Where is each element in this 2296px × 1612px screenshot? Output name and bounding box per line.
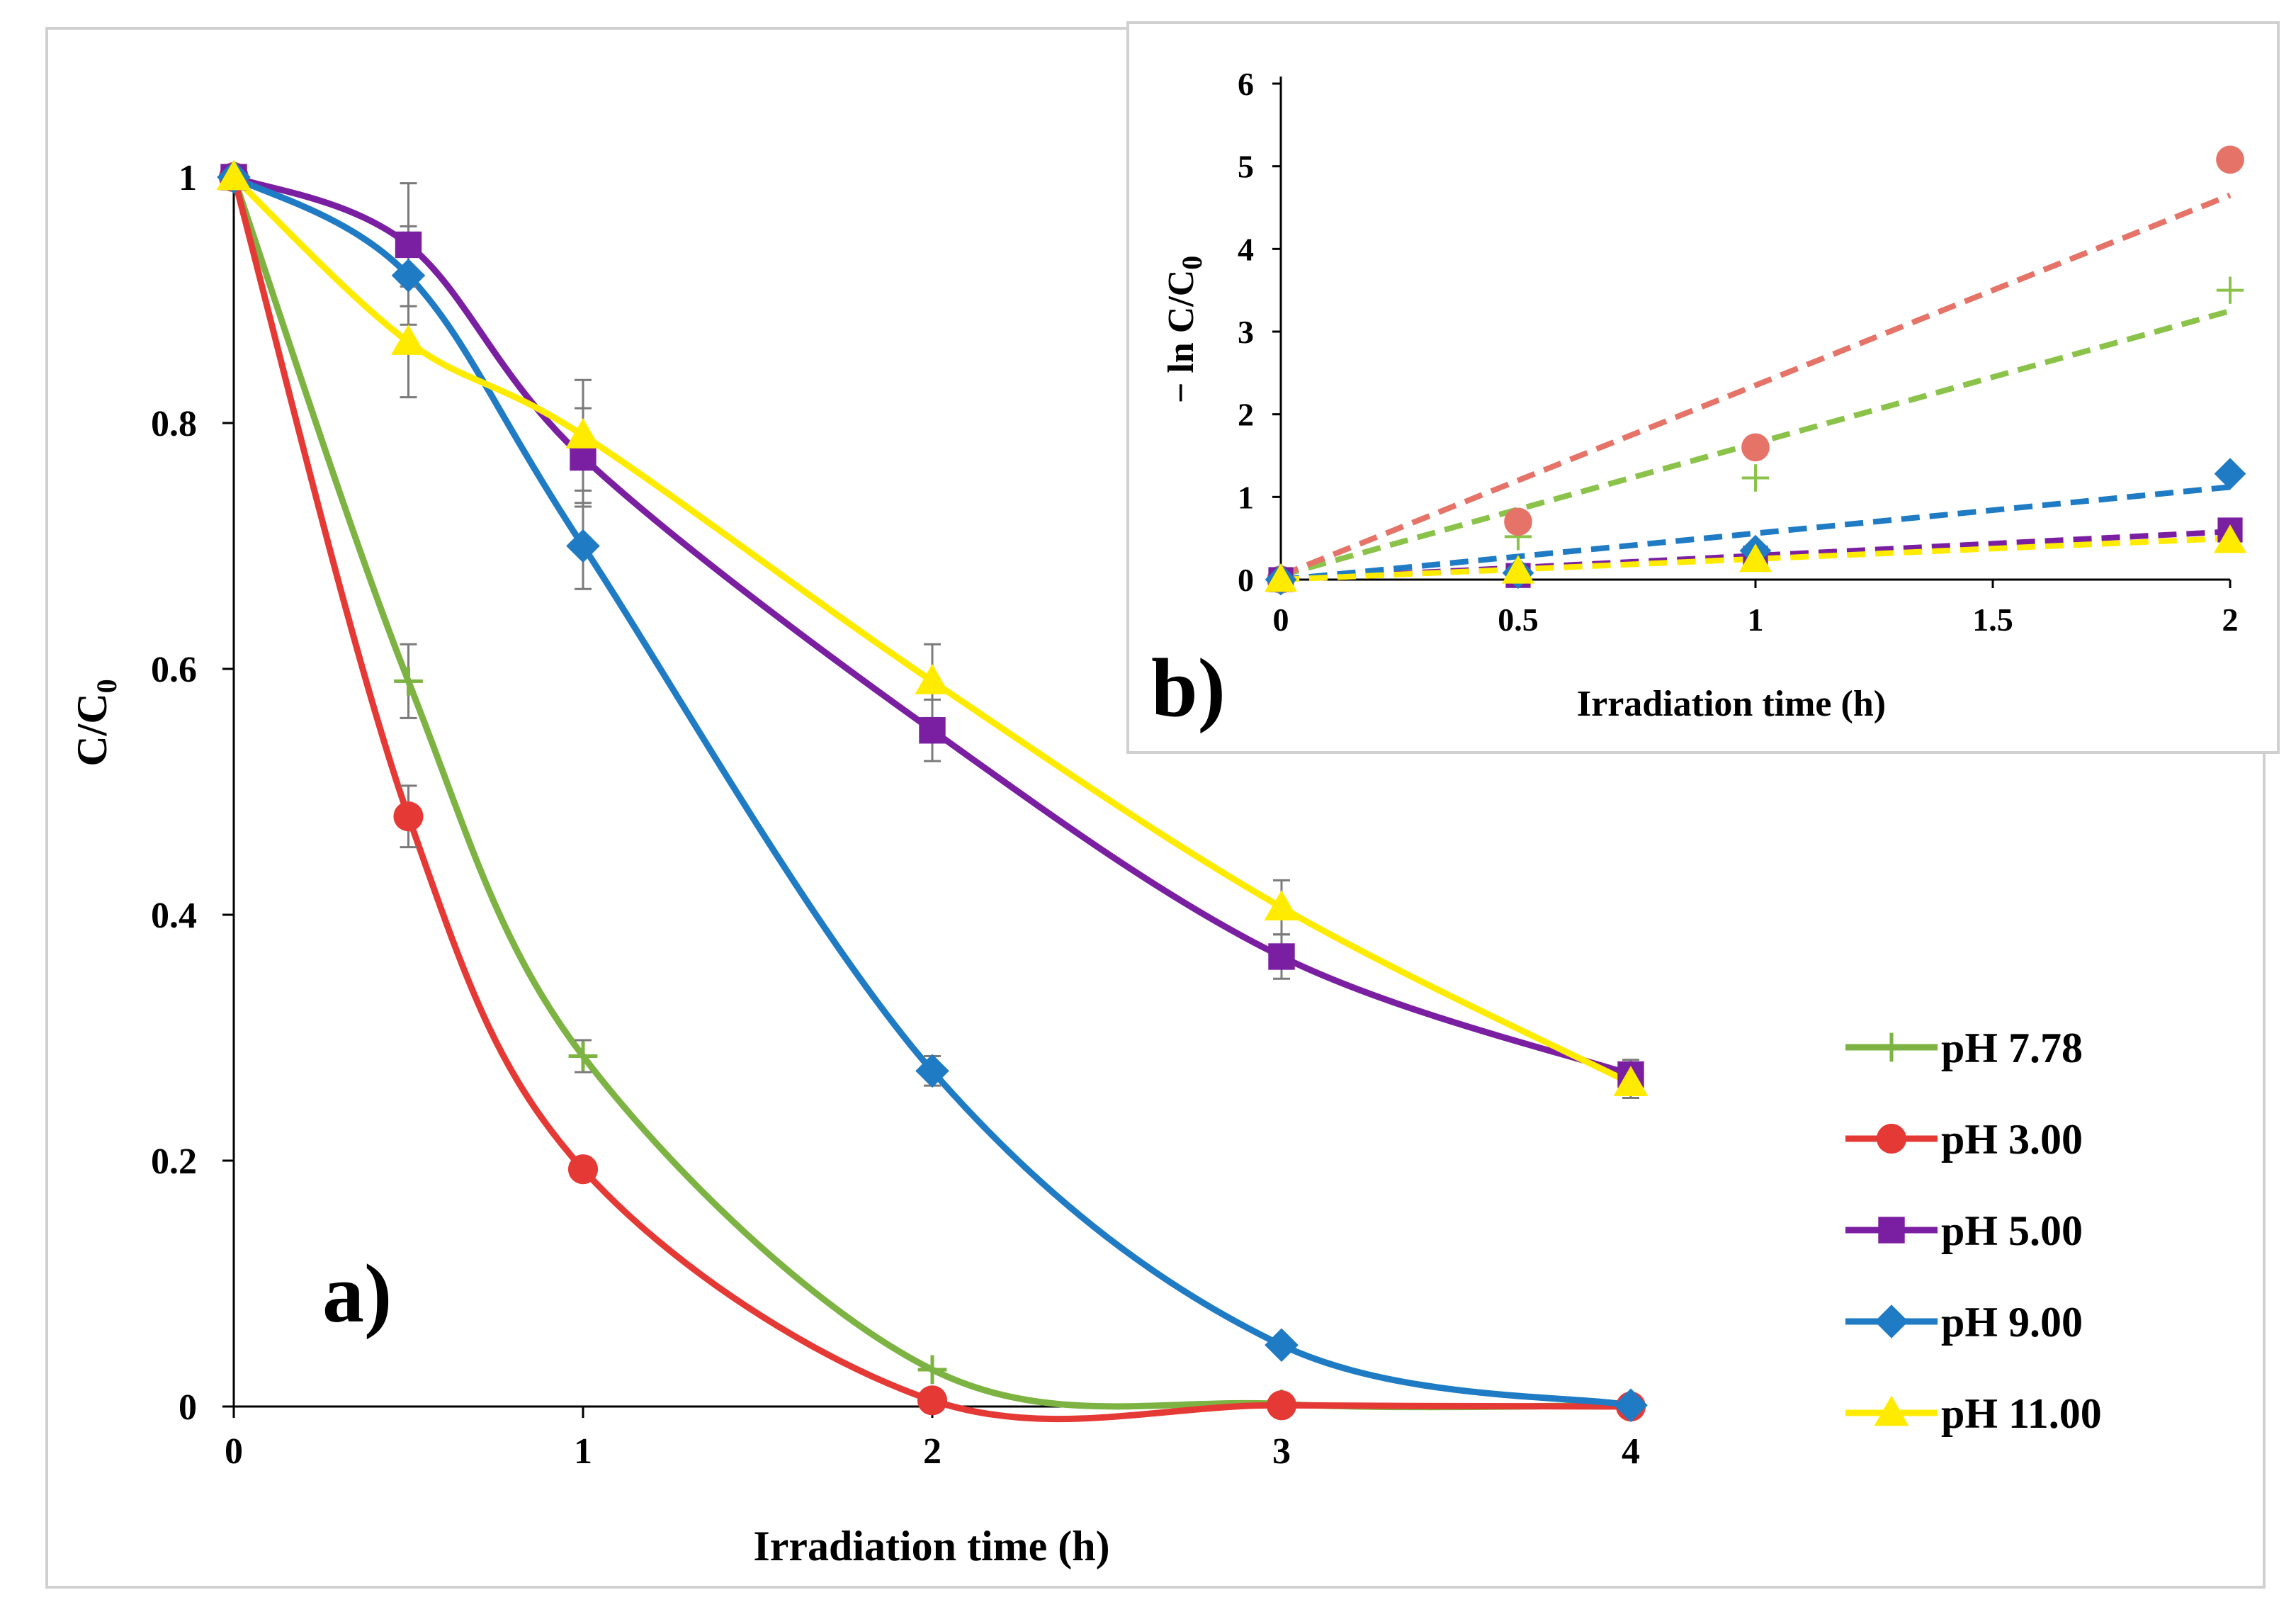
data-point-ph-7-78 <box>394 666 423 696</box>
main-chart: 0 1 2 3 4 0 0.2 0.4 0.6 0.8 1 Irradiation time (h)… <box>69 158 1649 1569</box>
data-point-ph-3-00 <box>1266 1390 1297 1421</box>
inset-y-tick-label: 0 <box>1238 562 1254 598</box>
data-point-ph-5-00 <box>570 444 596 471</box>
inset-point-ph-11-00 <box>1738 543 1772 573</box>
main-x-tick-label: 2 <box>923 1431 941 1472</box>
inset-point-ph-11-00 <box>1501 555 1535 584</box>
data-point-ph-5-00 <box>1268 943 1295 970</box>
data-point-ph-3-00 <box>393 801 424 832</box>
inset-tick-labels: 0 0.5 1 1.5 2 0 1 2 3 4 5 6 <box>1238 66 2239 638</box>
main-y-tick-label: 0.8 <box>151 404 197 444</box>
main-x-axis-title: Irradiation time (h) <box>753 1523 1109 1569</box>
legend-marker-ph-3-00 <box>1876 1123 1907 1154</box>
legend-label-ph-5-00: pH 5.00 <box>1941 1207 2083 1254</box>
legend-marker-ph-9-00 <box>1874 1304 1908 1338</box>
inset-x-tick-label: 2 <box>2222 602 2239 638</box>
inset-point-ph-11-00 <box>1264 563 1298 592</box>
inset-point-ph-3-00 <box>1741 433 1770 462</box>
main-y-tick-label: 0.6 <box>151 650 197 690</box>
inset-y-tick-label: 2 <box>1238 397 1254 433</box>
fit-line-ph-9-00 <box>1280 484 2231 582</box>
inset-y-tick-label: 6 <box>1238 66 1254 102</box>
fit-line-ph-3-00 <box>1279 192 2232 578</box>
inset-x-tick-label: 1 <box>1748 602 1764 638</box>
series-line-ph-3-00 <box>230 176 1631 1423</box>
inset-axes <box>1272 77 2232 588</box>
inset-series-markers <box>1264 145 2247 596</box>
data-point-ph-5-00 <box>919 717 946 744</box>
panel-label-a: a) <box>322 1247 392 1340</box>
data-point-ph-7-78 <box>568 1042 598 1071</box>
data-point-ph-9-00 <box>566 529 600 563</box>
panel-label-b: b) <box>1151 641 1226 734</box>
inset-point-ph-7-78 <box>1741 464 1770 492</box>
legend-label-ph-7-78: pH 7.78 <box>1941 1025 2083 1071</box>
main-y-tick-label: 0 <box>179 1387 197 1428</box>
inset-x-axis-title: Irradiation time (h) <box>1577 684 1886 724</box>
main-x-tick-label: 1 <box>574 1431 592 1472</box>
legend-label-ph-11-00: pH 11.00 <box>1941 1390 2102 1437</box>
data-point-ph-5-00 <box>395 231 422 259</box>
main-y-tick-label: 1 <box>179 158 197 198</box>
main-x-tick-label: 3 <box>1272 1431 1291 1472</box>
inset-point-ph-3-00 <box>1504 507 1532 536</box>
data-point-ph-11-00 <box>915 663 950 694</box>
main-y-axis-title: C/C0 <box>69 679 123 766</box>
data-point-ph-9-00 <box>915 1054 949 1088</box>
inset-chart: 0 0.5 1 1.5 2 0 1 2 3 4 5 6 Irradiation time (h) − … <box>1126 21 2280 754</box>
legend-label-ph-3-00: pH 3.00 <box>1941 1116 2083 1163</box>
legend-marker-ph-7-78 <box>1877 1032 1906 1062</box>
data-point-ph-9-00 <box>1614 1388 1648 1423</box>
inset-x-tick-label: 1.5 <box>1972 602 2013 638</box>
main-tick-labels: 0 1 2 3 4 0 0.2 0.4 0.6 0.8 1 <box>151 158 1640 1472</box>
inset-x-tick-label: 0.5 <box>1498 602 1539 638</box>
data-point-ph-11-00 <box>1264 890 1299 920</box>
legend-label-ph-9-00: pH 9.00 <box>1941 1299 2083 1346</box>
main-y-axis-title-sub: 0 <box>91 679 123 693</box>
main-x-tick-label: 4 <box>1622 1431 1640 1472</box>
data-point-ph-9-00 <box>1265 1328 1299 1363</box>
main-x-tick-label: 0 <box>225 1431 243 1472</box>
data-point-ph-3-00 <box>917 1385 948 1416</box>
inset-point-ph-3-00 <box>2216 145 2244 174</box>
main-series-markers <box>216 159 1649 1423</box>
inset-y-axis-title: − ln C/C0 <box>1161 256 1208 404</box>
inset-y-tick-label: 4 <box>1238 231 1254 267</box>
data-point-ph-7-78 <box>917 1355 947 1385</box>
data-point-ph-11-00 <box>1613 1066 1649 1097</box>
data-point-ph-11-00 <box>216 159 251 191</box>
fit-line-ph-11-00 <box>1280 535 2231 582</box>
data-point-ph-11-00 <box>565 417 601 449</box>
inset-point-ph-7-78 <box>2216 276 2244 304</box>
legend-marker-ph-5-00 <box>1878 1217 1905 1244</box>
legend: pH 7.78 pH 3.00 pH 5.00 pH 9.00 pH 11.00 <box>1845 1025 2102 1437</box>
data-point-ph-3-00 <box>567 1154 599 1185</box>
inset-frame <box>1126 21 2280 754</box>
inset-point-ph-9-00 <box>2214 458 2246 490</box>
inset-y-tick-label: 5 <box>1238 149 1254 185</box>
data-point-ph-11-00 <box>391 325 426 355</box>
inset-y-tick-label: 3 <box>1238 314 1254 350</box>
main-y-tick-label: 0.2 <box>151 1142 197 1182</box>
main-y-axis-title-main: C/C <box>69 693 115 766</box>
inset-y-axis-title-sub: 0 <box>1176 256 1208 270</box>
svg-text:C/C0: C/C0 <box>69 679 123 766</box>
inset-x-tick-label: 0 <box>1273 602 1289 638</box>
data-point-ph-9-00 <box>391 259 426 293</box>
legend-marker-ph-11-00 <box>1874 1395 1909 1426</box>
inset-y-axis-title-main: − ln C/C <box>1161 270 1201 404</box>
inset-point-ph-11-00 <box>2213 524 2247 553</box>
inset-y-tick-label: 1 <box>1238 479 1254 515</box>
svg-text:− ln C/C0: − ln C/C0 <box>1161 256 1208 404</box>
main-y-tick-label: 0.4 <box>151 896 197 936</box>
